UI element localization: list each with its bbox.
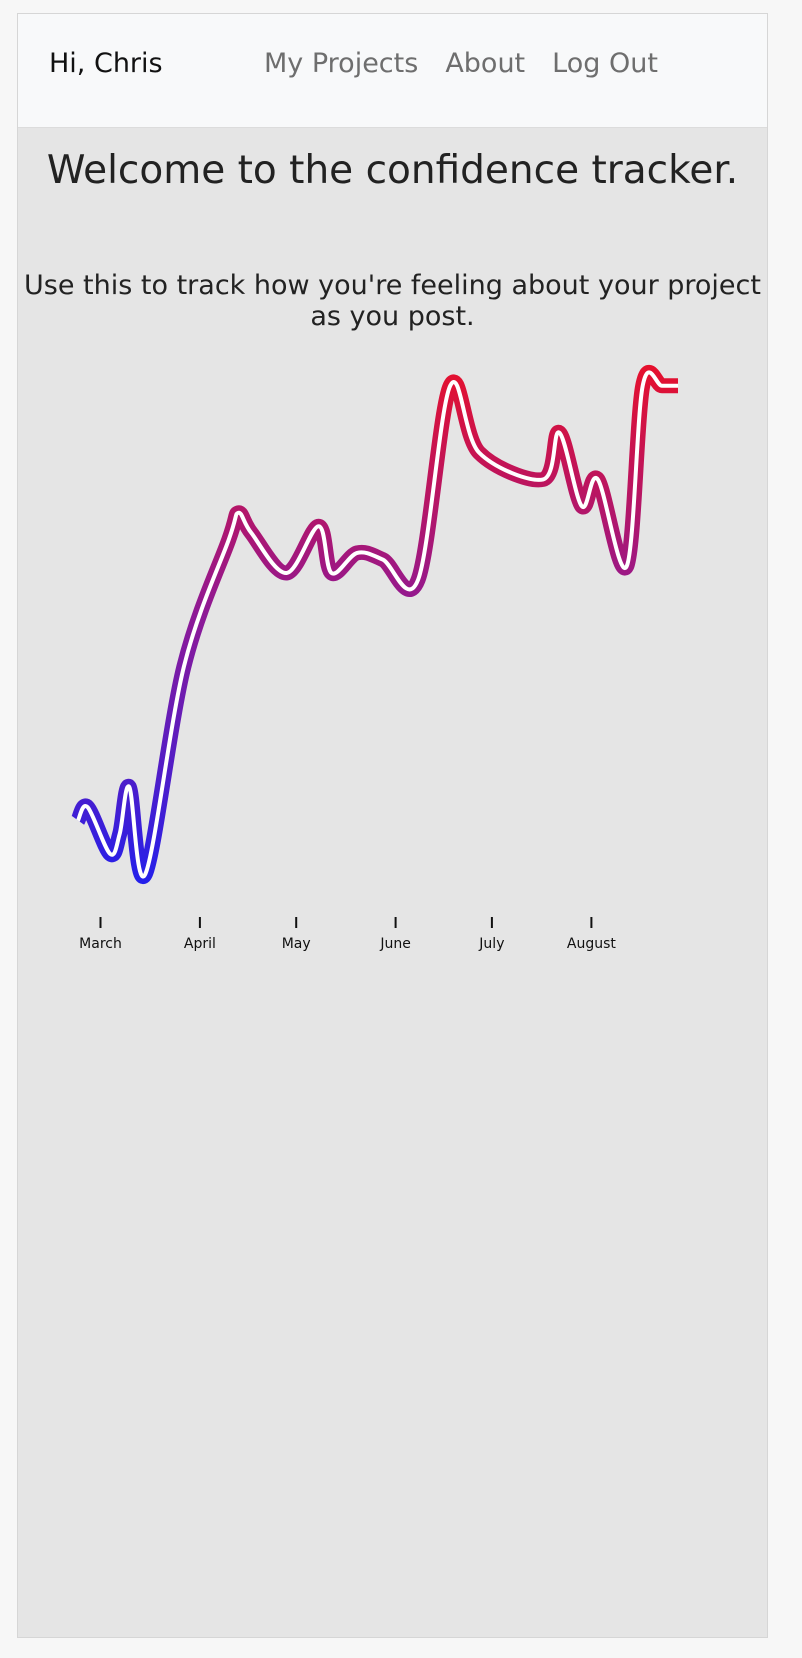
user-greeting: Hi, Chris	[49, 48, 163, 79]
nav-about-link[interactable]: About	[445, 48, 526, 79]
x-tick-label-aug: August	[567, 936, 617, 952]
confidence-line-highlight	[76, 370, 678, 879]
confidence-line	[71, 364, 678, 885]
page-subtitle: Use this to track how you're feeling abo…	[24, 270, 761, 332]
nav-my-projects-link[interactable]: My Projects	[264, 48, 419, 79]
x-tick-label-apr: April	[184, 936, 216, 952]
x-tick-label-jun: June	[379, 936, 411, 952]
x-tick-label-may: May	[282, 936, 311, 952]
navbar: Hi, Chris My Projects About Log Out	[18, 14, 767, 128]
x-tick-label-mar: March	[79, 936, 122, 952]
nav-log-out-link[interactable]: Log Out	[552, 48, 658, 79]
app-frame: Hi, Chris My Projects About Log Out Welc…	[17, 13, 768, 1638]
nav-links: My Projects About Log Out	[264, 50, 658, 77]
confidence-chart: March April May June July August	[71, 364, 678, 952]
x-tick-label-jul: July	[478, 936, 504, 952]
page-title: Welcome to the confidence tracker.	[46, 148, 739, 193]
